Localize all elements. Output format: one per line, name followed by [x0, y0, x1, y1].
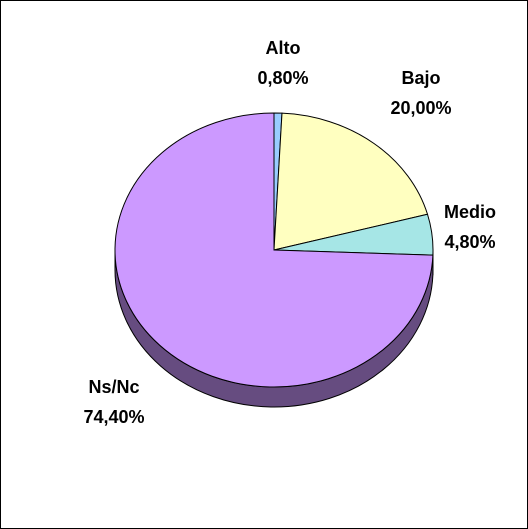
slice-labels: Alto 0,80% Bajo 20,00% Medio 4,80% Ns/Nc 74,40% [83, 38, 496, 427]
slice-bajo [273, 112, 429, 251]
slice-value-alto: 0,80% [257, 68, 308, 88]
slice-label-medio: Medio [444, 202, 496, 222]
slice-value-ns-nc: 74,40% [83, 407, 144, 427]
slice-label-alto: Alto [266, 38, 301, 58]
slice-ns-nc [114, 112, 434, 388]
slice-value-medio: 4,80% [444, 232, 495, 252]
slice-value-bajo: 20,00% [390, 98, 451, 118]
slice-label-bajo: Bajo [401, 68, 440, 88]
pie-top [114, 112, 434, 388]
slice-label-ns-nc: Ns/Nc [88, 377, 139, 397]
